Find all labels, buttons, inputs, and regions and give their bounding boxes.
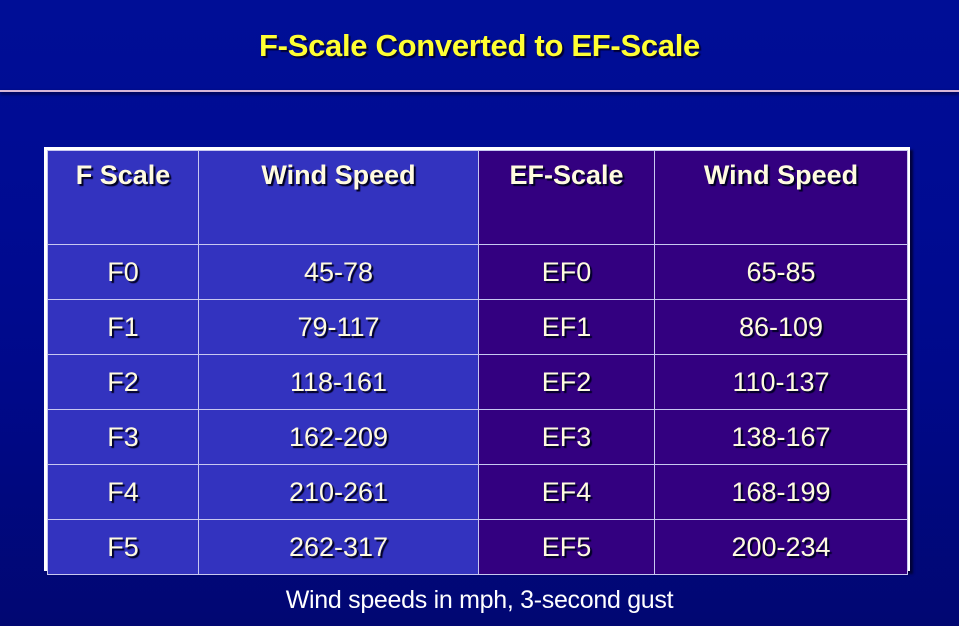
ef-wind-speed: 110-137: [654, 354, 908, 410]
f-rating: F5: [47, 519, 199, 575]
table-row: F4 210-261 EF4 168-199: [47, 464, 908, 520]
table-row: F3 162-209 EF3 138-167: [47, 409, 908, 465]
f-wind-speed: 262-317: [198, 519, 479, 575]
f-rating: F3: [47, 409, 199, 465]
table-row: F2 118-161 EF2 110-137: [47, 354, 908, 410]
ef-wind-speed: 138-167: [654, 409, 908, 465]
ef-rating: EF0: [478, 244, 655, 300]
title-divider: [0, 90, 959, 92]
slide-title: F-Scale Converted to EF-Scale: [259, 28, 700, 63]
table-row: F1 79-117 EF1 86-109: [47, 299, 908, 355]
header-ef-scale: EF-Scale: [478, 150, 655, 245]
f-rating: F1: [47, 299, 199, 355]
table-header-row: F Scale Wind Speed EF-Scale Wind Speed: [47, 150, 908, 245]
header-f-wind-speed: Wind Speed: [198, 150, 479, 245]
f-wind-speed: 162-209: [198, 409, 479, 465]
f-rating: F4: [47, 464, 199, 520]
header-ef-wind-speed: Wind Speed: [654, 150, 908, 245]
ef-wind-speed: 168-199: [654, 464, 908, 520]
table-row: F0 45-78 EF0 65-85: [47, 244, 908, 300]
conversion-table-frame: F Scale Wind Speed EF-Scale Wind Speed F…: [44, 147, 910, 575]
footnote: Wind speeds in mph, 3-second gust: [285, 586, 674, 614]
ef-rating: EF4: [478, 464, 655, 520]
header-f-scale: F Scale: [47, 150, 199, 245]
ef-rating: EF2: [478, 354, 655, 410]
ef-wind-speed: 200-234: [654, 519, 908, 575]
ef-wind-speed: 65-85: [654, 244, 908, 300]
table-row: F5 262-317 EF5 200-234: [47, 519, 908, 575]
f-wind-speed: 79-117: [198, 299, 479, 355]
ef-wind-speed: 86-109: [654, 299, 908, 355]
f-rating: F2: [47, 354, 199, 410]
ef-rating: EF1: [478, 299, 655, 355]
f-rating: F0: [47, 244, 199, 300]
f-wind-speed: 118-161: [198, 354, 479, 410]
ef-rating: EF3: [478, 409, 655, 465]
f-wind-speed: 210-261: [198, 464, 479, 520]
conversion-table: F Scale Wind Speed EF-Scale Wind Speed F…: [47, 150, 908, 575]
ef-rating: EF5: [478, 519, 655, 575]
f-wind-speed: 45-78: [198, 244, 479, 300]
